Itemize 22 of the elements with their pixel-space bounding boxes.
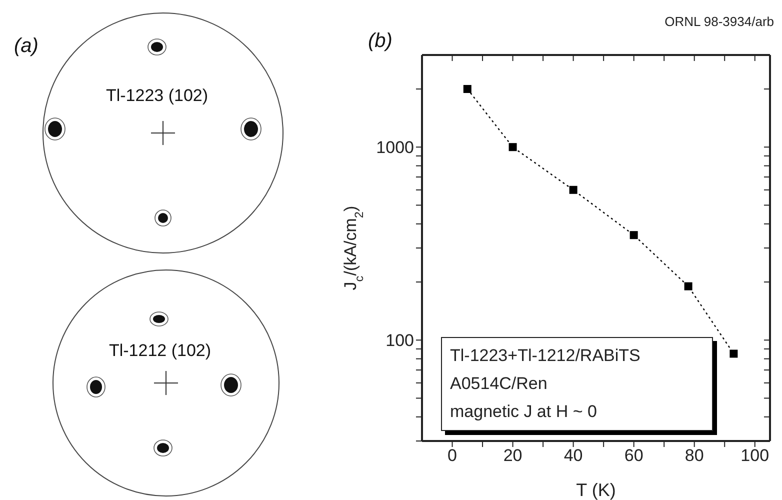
point (463, 84, 472, 93)
x-tick-label: 40 (564, 446, 583, 466)
point (684, 282, 692, 290)
x-axis-title: T (K) (576, 480, 616, 500)
annotation: A0514C/Ren (450, 373, 548, 395)
x-tick-label: 0 (448, 446, 457, 466)
annotation: magnetic J at H ~ 0 (450, 401, 598, 423)
text: Tl-1212 (102) (108, 341, 212, 360)
x-tick-label: 80 (684, 446, 704, 466)
x-tick-label: 100 (740, 446, 770, 466)
point (730, 350, 738, 358)
point (508, 143, 517, 152)
annotation: Tl-1223+Tl-1212/RABiTS (450, 345, 642, 367)
text: (b) (368, 30, 392, 53)
x-tick-label: 60 (624, 446, 644, 466)
text: (a) (14, 35, 38, 57)
text: Tl-1223 (102) (106, 86, 208, 105)
y-tick-label: 1000 (376, 138, 414, 158)
point (569, 186, 578, 194)
point (630, 231, 638, 240)
text: ORNL 98-3934/arb (664, 14, 774, 29)
x-tick-label: 20 (503, 446, 522, 466)
